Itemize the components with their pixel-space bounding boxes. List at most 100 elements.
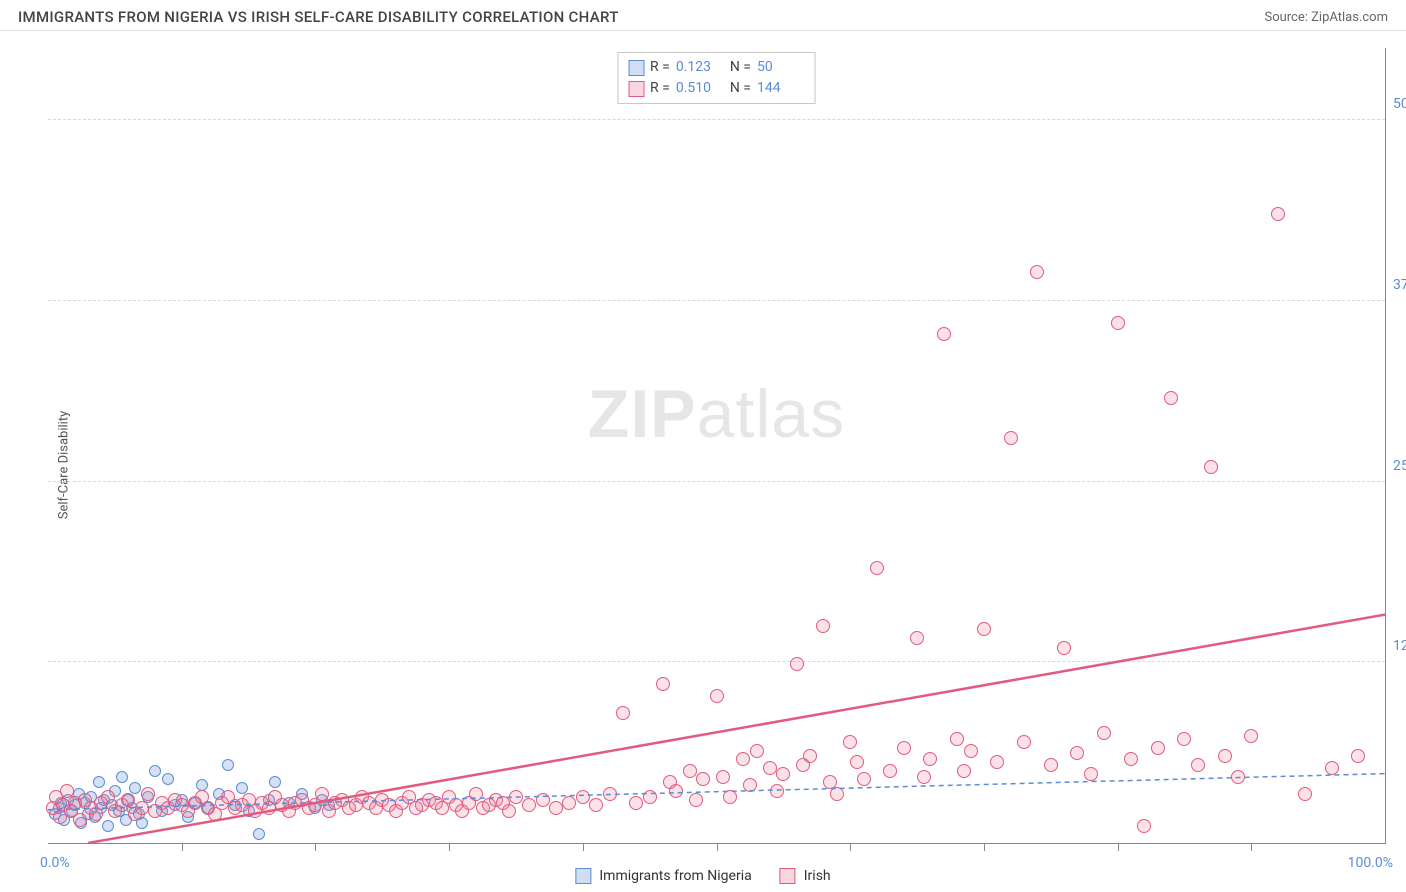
gridline-h [48,300,1385,301]
scatter-point [776,767,790,781]
scatter-point [1084,767,1098,781]
scatter-point [689,793,703,807]
scatter-point [977,622,991,636]
scatter-point [1151,741,1165,755]
legend-n-label: N = [730,57,751,78]
x-tick-mark [449,843,450,851]
swatch-pink-icon [628,81,644,97]
scatter-point [803,749,817,763]
legend-r-value-pink: 0.510 [676,78,724,99]
legend-r-label: R = [650,78,670,99]
x-tick-mark [1118,843,1119,851]
scatter-point [1004,431,1018,445]
scatter-point [469,787,483,801]
scatter-point [102,820,114,832]
scatter-point [870,561,884,575]
scatter-point [710,689,724,703]
y-tick-label: 12.5% [1393,638,1406,654]
plot-area: ZIPatlas R = 0.123 N = 50 R = 0.510 N = … [48,48,1386,844]
legend-n-value-pink: 144 [757,78,805,99]
x-tick-mark [984,843,985,851]
x-tick-mark [315,843,316,851]
scatter-point [770,784,784,798]
scatter-point [964,744,978,758]
scatter-point [643,790,657,804]
legend-item-blue: Immigrants from Nigeria [575,868,751,884]
y-tick-label: 25.0% [1393,458,1406,474]
scatter-point [121,793,135,807]
x-tick-mark [182,843,183,851]
scatter-point [253,828,265,840]
scatter-point [509,790,523,804]
scatter-point [897,741,911,755]
scatter-point [1070,746,1084,760]
x-axis-min-label: 0.0% [40,855,70,871]
gridline-h [48,661,1385,662]
scatter-point [522,798,536,812]
scatter-point [1271,207,1285,221]
x-tick-mark [717,843,718,851]
legend-row-blue: R = 0.123 N = 50 [628,57,805,78]
legend-r-value-blue: 0.123 [676,57,724,78]
chart-container: Self-Care Disability ZIPatlas R = 0.123 … [0,38,1406,892]
scatter-point [1231,770,1245,784]
gridline-h [48,481,1385,482]
scatter-point [950,732,964,746]
swatch-blue-icon [628,60,644,76]
scatter-point [536,793,550,807]
swatch-blue-icon [575,868,591,884]
scatter-point [502,804,516,818]
scatter-point [917,770,931,784]
scatter-point [763,761,777,775]
scatter-point [162,773,174,785]
scatter-point [616,706,630,720]
scatter-point [1218,749,1232,763]
scatter-point [222,759,234,771]
scatter-point [923,752,937,766]
correlation-legend: R = 0.123 N = 50 R = 0.510 N = 144 [617,52,816,104]
legend-n-value-blue: 50 [757,57,805,78]
x-tick-mark [850,843,851,851]
scatter-point [790,657,804,671]
scatter-point [736,752,750,766]
scatter-point [576,790,590,804]
scatter-point [669,784,683,798]
y-tick-label: 50.0% [1393,96,1406,112]
legend-n-label: N = [730,78,751,99]
x-tick-mark [583,843,584,851]
legend-label: Immigrants from Nigeria [599,868,751,884]
scatter-point [1177,732,1191,746]
scatter-point [750,744,764,758]
swatch-pink-icon [780,868,796,884]
source-attribution: Source: ZipAtlas.com [1264,10,1388,25]
scatter-point [830,787,844,801]
scatter-point [562,796,576,810]
scatter-point [850,755,864,769]
scatter-point [683,764,697,778]
scatter-point [1351,749,1365,763]
scatter-point [149,765,161,777]
scatter-point [723,790,737,804]
scatter-point [857,772,871,786]
scatter-point [93,776,105,788]
scatter-point [135,801,149,815]
legend-row-pink: R = 0.510 N = 144 [628,78,805,99]
scatter-point [957,764,971,778]
scatter-point [549,801,563,815]
chart-header: IMMIGRANTS FROM NIGERIA VS IRISH SELF-CA… [0,0,1406,31]
x-tick-mark [1251,843,1252,851]
scatter-point [101,790,115,804]
y-tick-label: 37.5% [1393,277,1406,293]
scatter-point [1030,265,1044,279]
gridline-h [48,119,1385,120]
scatter-point [73,813,87,827]
legend-r-label: R = [650,57,670,78]
chart-title: IMMIGRANTS FROM NIGERIA VS IRISH SELF-CA… [18,8,619,26]
legend-item-pink: Irish [780,868,831,884]
scatter-point [603,787,617,801]
scatter-point [315,787,329,801]
scatter-point [1057,641,1071,655]
scatter-point [1124,752,1138,766]
scatter-point [716,770,730,784]
scatter-point [1137,819,1151,833]
